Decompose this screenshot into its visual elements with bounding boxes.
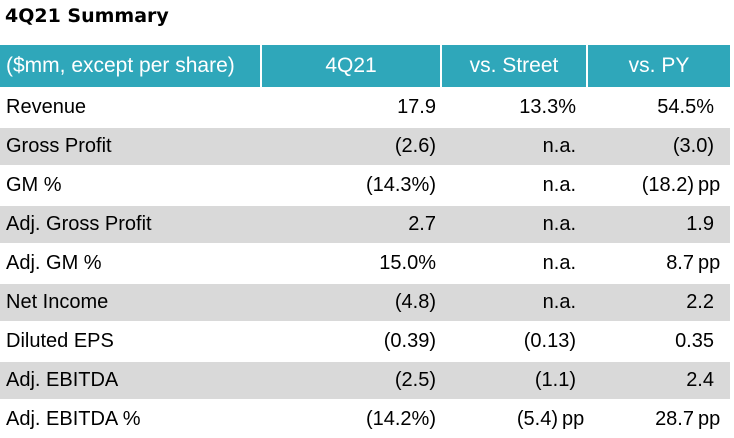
table-row: Diluted EPS (0.39) (0.13) 0.35 bbox=[0, 321, 730, 360]
cell-4q21: 17.9 bbox=[262, 87, 442, 126]
header-col-vs-py: vs. PY bbox=[588, 45, 730, 87]
row-label: Adj. Gross Profit bbox=[0, 204, 262, 243]
row-label: Adj. GM % bbox=[0, 243, 262, 282]
cell-value: 2.2 bbox=[686, 291, 714, 313]
table-row: Adj. GM % 15.0% n.a. 8.7 pp bbox=[0, 243, 730, 282]
cell-vs-street: n.a. bbox=[442, 282, 588, 321]
header-col-vs-street: vs. Street bbox=[442, 45, 588, 87]
cell-vs-street: n.a. bbox=[442, 204, 588, 243]
cell-unit: pp bbox=[698, 174, 721, 196]
row-label: Diluted EPS bbox=[0, 321, 262, 360]
row-label: GM % bbox=[0, 165, 262, 204]
table-row: GM % (14.3%) n.a. (18.2) pp bbox=[0, 165, 730, 204]
header-label: ($mm, except per share) bbox=[0, 45, 262, 87]
cell-vs-py: 28.7 pp bbox=[588, 399, 730, 438]
page-title: 4Q21 Summary bbox=[5, 5, 169, 27]
cell-value: (1.1) bbox=[534, 369, 576, 391]
cell-vs-street: n.a. bbox=[442, 243, 588, 282]
cell-4q21: (4.8) bbox=[262, 282, 442, 321]
table-row: Adj. EBITDA (2.5) (1.1) 2.4 bbox=[0, 360, 730, 399]
cell-value: (5.4) bbox=[516, 408, 558, 430]
cell-vs-py: 1.9 bbox=[588, 204, 730, 243]
cell-vs-py: 54.5% bbox=[588, 87, 730, 126]
cell-value: 28.7 bbox=[655, 408, 694, 430]
row-label: Adj. EBITDA % bbox=[0, 399, 262, 438]
cell-4q21: (2.6) bbox=[262, 126, 442, 165]
cell-value: 0.35 bbox=[675, 330, 714, 352]
cell-vs-street: (1.1) bbox=[442, 360, 588, 399]
table-row: Gross Profit (2.6) n.a. (3.0) bbox=[0, 126, 730, 165]
cell-value: n.a. bbox=[542, 213, 576, 235]
table-row: Adj. EBITDA % (14.2%) (5.4) pp 28.7 pp bbox=[0, 399, 730, 438]
cell-vs-street: 13.3% bbox=[442, 87, 588, 126]
cell-vs-py: 0.35 bbox=[588, 321, 730, 360]
cell-value: 54.5% bbox=[657, 96, 714, 118]
cell-vs-py: (18.2) pp bbox=[588, 165, 730, 204]
row-label: Gross Profit bbox=[0, 126, 262, 165]
row-label: Revenue bbox=[0, 87, 262, 126]
cell-vs-street: (5.4) pp bbox=[442, 399, 588, 438]
cell-value: n.a. bbox=[542, 174, 576, 196]
cell-value: n.a. bbox=[542, 291, 576, 313]
cell-4q21: (14.3%) bbox=[262, 165, 442, 204]
cell-4q21: 15.0% bbox=[262, 243, 442, 282]
cell-value: 1.9 bbox=[686, 213, 714, 235]
table-header-row: ($mm, except per share) 4Q21 vs. Street … bbox=[0, 45, 730, 87]
cell-vs-street: n.a. bbox=[442, 126, 588, 165]
cell-vs-py: 2.4 bbox=[588, 360, 730, 399]
cell-value: n.a. bbox=[542, 252, 576, 274]
cell-vs-py: 8.7 pp bbox=[588, 243, 730, 282]
cell-4q21: (14.2%) bbox=[262, 399, 442, 438]
cell-unit: pp bbox=[698, 408, 721, 430]
cell-value: 8.7 bbox=[666, 252, 694, 274]
row-label: Net Income bbox=[0, 282, 262, 321]
cell-value: (18.2) bbox=[641, 174, 694, 196]
header-col-4q21: 4Q21 bbox=[262, 45, 442, 87]
cell-value: 13.3% bbox=[519, 96, 576, 118]
cell-unit: pp bbox=[562, 408, 585, 430]
cell-value: 2.4 bbox=[686, 369, 714, 391]
cell-value: (0.13) bbox=[523, 330, 576, 352]
row-label: Adj. EBITDA bbox=[0, 360, 262, 399]
cell-value: (3.0) bbox=[672, 135, 714, 157]
table-row: Revenue 17.9 13.3% 54.5% bbox=[0, 87, 730, 126]
cell-vs-street: n.a. bbox=[442, 165, 588, 204]
cell-unit: pp bbox=[698, 252, 721, 274]
cell-4q21: (0.39) bbox=[262, 321, 442, 360]
cell-4q21: 2.7 bbox=[262, 204, 442, 243]
table-row: Net Income (4.8) n.a. 2.2 bbox=[0, 282, 730, 321]
cell-vs-py: 2.2 bbox=[588, 282, 730, 321]
table-row: Adj. Gross Profit 2.7 n.a. 1.9 bbox=[0, 204, 730, 243]
summary-table: ($mm, except per share) 4Q21 vs. Street … bbox=[0, 45, 730, 438]
cell-vs-py: (3.0) bbox=[588, 126, 730, 165]
cell-vs-street: (0.13) bbox=[442, 321, 588, 360]
cell-value: n.a. bbox=[542, 135, 576, 157]
cell-4q21: (2.5) bbox=[262, 360, 442, 399]
